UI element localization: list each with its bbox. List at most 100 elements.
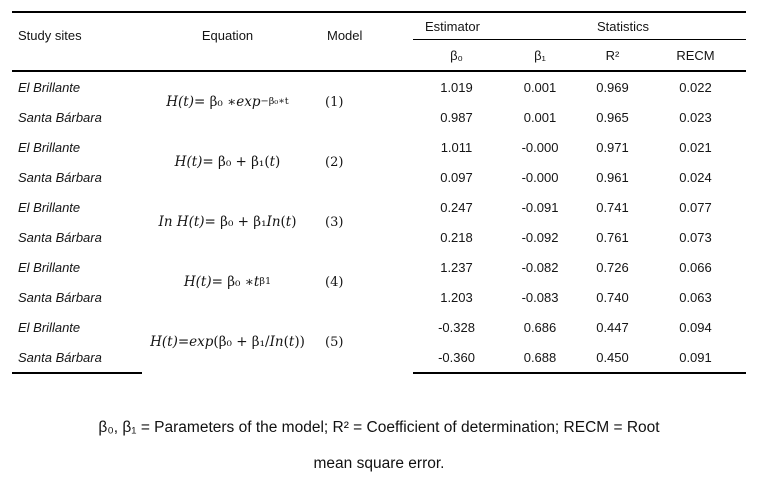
value-cell-recm: 0.066 [679,259,712,275]
col-header-beta1: β₁ [534,47,546,63]
model-group-2: El Brillante Santa Bárbara H(t) = β₀ + β… [12,132,746,192]
value-cell-beta0: -0.360 [438,349,475,365]
equation-formula: H(t) = β₀ ∗ t β1 [183,274,272,290]
footnote-line-2: mean square error. [313,455,445,472]
table-row: 1.203 -0.083 0.740 0.063 [413,282,746,312]
value-cell-beta1: -0.092 [521,229,559,245]
table-row: 0.097 -0.000 0.961 0.024 [413,162,746,192]
regression-models-table: Study sites Equation Model Estimator Sta… [12,11,746,374]
equation-formula: H(t) = β₀ + β₁(t) [174,154,281,170]
site-column: El Brillante Santa Bárbara [12,192,140,252]
value-cell-recm: 0.022 [679,79,712,95]
footnote-line-1: β₀, β₁ = Parameters of the model; R² = C… [98,419,660,436]
header-right-section: Estimator Statistics β₀ β₁ R² RECM [413,13,746,70]
value-cell-recm: 0.073 [679,229,712,245]
col-header-equation: Equation [201,28,254,43]
value-cell-r2: 0.969 [596,79,629,95]
value-cell-beta1: -0.091 [521,199,559,215]
site-cell: El Brillante [18,319,81,335]
model-group-1: El Brillante Santa Bárbara H(t) = β₀ ∗ e… [12,72,746,132]
col-header-recm: RECM [676,47,715,63]
value-cell-r2: 0.450 [596,349,629,365]
values-column: -0.328 0.686 0.447 0.094 -0.360 0.688 0.… [413,312,746,372]
value-cell-r2: 0.740 [596,289,629,305]
site-cell: Santa Bárbara [18,229,102,245]
values-column: 1.011 -0.000 0.971 0.021 0.097 -0.000 0.… [413,132,746,192]
equation-formula: H(t) = β₀ ∗ exp −β₀∗t [166,94,289,110]
value-cell-r2: 0.971 [596,139,629,155]
model-group-4: El Brillante Santa Bárbara H(t) = β₀ ∗ t… [12,252,746,312]
site-column: El Brillante Santa Bárbara [12,72,140,132]
values-column: 0.247 -0.091 0.741 0.077 0.218 -0.092 0.… [413,192,746,252]
col-header-r2: R² [605,47,620,63]
value-cell-recm: 0.024 [679,169,712,185]
table-row: 1.019 0.001 0.969 0.022 [413,72,746,102]
value-cell-beta1: -0.082 [521,259,559,275]
col-header-beta0: β₀ [450,47,463,63]
model-number: (3) [325,214,344,230]
table-row: 0.247 -0.091 0.741 0.077 [413,192,746,222]
value-cell-beta0: 0.218 [440,229,473,245]
values-column: 1.019 0.001 0.969 0.022 0.987 0.001 0.96… [413,72,746,132]
value-cell-r2: 0.965 [596,109,629,125]
table-bottom-rule-right [413,372,746,374]
value-cell-beta1: 0.688 [523,349,557,365]
table-row: 0.987 0.001 0.965 0.023 [413,102,746,132]
col-header-study-sites: Study sites [18,28,82,43]
table-row: 0.218 -0.092 0.761 0.073 [413,222,746,252]
site-cell: Santa Bárbara [18,109,102,125]
value-cell-beta0: 1.011 [440,139,473,155]
value-cell-beta1: -0.000 [521,169,559,185]
table-bottom-rule-left [12,372,142,374]
value-cell-beta0: 1.203 [440,289,473,305]
values-column: 1.237 -0.082 0.726 0.066 1.203 -0.083 0.… [413,252,746,312]
value-cell-recm: 0.094 [679,319,712,335]
table-bottom-rules [12,372,746,374]
value-cell-beta0: 0.097 [440,169,473,185]
value-cell-beta0: 0.247 [440,199,473,215]
value-cell-r2: 0.961 [596,169,629,185]
header-subhead-row: β₀ β₁ R² RECM [413,40,746,70]
value-cell-r2: 0.741 [596,199,629,215]
value-cell-r2: 0.447 [596,319,629,335]
value-cell-r2: 0.761 [596,229,629,245]
site-cell: El Brillante [18,259,81,275]
value-cell-r2: 0.726 [596,259,629,275]
value-cell-recm: 0.091 [679,349,712,365]
header-spanner-row: Estimator Statistics [413,13,746,40]
value-cell-beta1: -0.083 [521,289,559,305]
model-number: (2) [325,154,344,170]
site-cell: Santa Bárbara [18,169,102,185]
value-cell-beta0: -0.328 [438,319,475,335]
value-cell-recm: 0.077 [679,199,712,215]
site-cell: El Brillante [18,79,81,95]
model-number: (5) [325,334,344,350]
site-cell: Santa Bárbara [18,289,102,305]
value-cell-beta1: -0.000 [521,139,559,155]
model-group-3: El Brillante Santa Bárbara In H(t) = β₀ … [12,192,746,252]
value-cell-recm: 0.063 [679,289,712,305]
value-cell-beta1: 0.001 [523,79,557,95]
site-column: El Brillante Santa Bárbara [12,312,140,372]
site-column: El Brillante Santa Bárbara [12,252,140,312]
table-footnote: β₀, β₁ = Parameters of the model; R² = C… [0,410,758,482]
site-cell: El Brillante [18,199,81,215]
model-number: (1) [325,94,344,110]
value-cell-beta0: 0.987 [440,109,473,125]
value-cell-beta1: 0.001 [523,109,557,125]
model-number: (4) [325,274,344,290]
col-group-header-statistics: Statistics [597,18,650,34]
value-cell-beta0: 1.237 [440,259,473,275]
table-bottom-rule-gap [142,372,413,374]
table-row: 1.237 -0.082 0.726 0.066 [413,252,746,282]
site-cell: El Brillante [18,139,81,155]
table-row: 1.011 -0.000 0.971 0.021 [413,132,746,162]
table-header: Study sites Equation Model Estimator Sta… [12,11,746,72]
table-body: El Brillante Santa Bárbara H(t) = β₀ ∗ e… [12,72,746,372]
value-cell-recm: 0.021 [679,139,712,155]
site-column: El Brillante Santa Bárbara [12,132,140,192]
value-cell-recm: 0.023 [679,109,712,125]
table-row: -0.360 0.688 0.450 0.091 [413,342,746,372]
equation-formula: H(t) = exp (β₀ + β₁/In(t)) [150,334,305,350]
